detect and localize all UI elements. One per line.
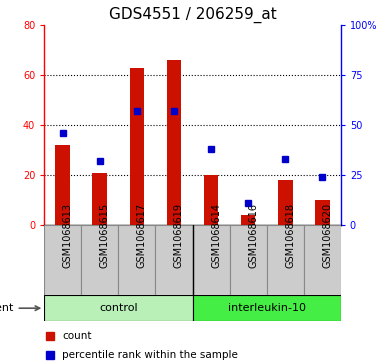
Bar xyxy=(204,175,218,225)
Bar xyxy=(156,225,192,296)
Bar xyxy=(92,173,107,225)
Bar xyxy=(241,215,256,225)
Text: control: control xyxy=(99,303,138,313)
Bar xyxy=(55,145,70,225)
Text: GSM1068615: GSM1068615 xyxy=(100,203,110,268)
Text: interleukin-10: interleukin-10 xyxy=(228,303,306,313)
Bar xyxy=(119,225,156,296)
Bar xyxy=(81,225,119,296)
Bar xyxy=(44,295,192,321)
Bar xyxy=(192,295,341,321)
Bar xyxy=(267,225,304,296)
Text: GSM1068618: GSM1068618 xyxy=(285,203,295,268)
Bar xyxy=(229,225,266,296)
Bar xyxy=(315,200,330,225)
Text: count: count xyxy=(62,331,92,341)
Bar xyxy=(278,180,293,225)
Text: GSM1068620: GSM1068620 xyxy=(322,203,332,268)
Bar xyxy=(167,60,181,225)
Text: GSM1068617: GSM1068617 xyxy=(137,203,147,268)
Text: GSM1068619: GSM1068619 xyxy=(174,203,184,268)
Bar xyxy=(44,225,81,296)
Text: GSM1068616: GSM1068616 xyxy=(248,203,258,268)
Text: GSM1068614: GSM1068614 xyxy=(211,203,221,268)
Text: agent: agent xyxy=(0,303,40,313)
Title: GDS4551 / 206259_at: GDS4551 / 206259_at xyxy=(109,7,276,23)
Text: percentile rank within the sample: percentile rank within the sample xyxy=(62,350,238,360)
Bar xyxy=(192,225,229,296)
Bar xyxy=(304,225,341,296)
Text: GSM1068613: GSM1068613 xyxy=(63,203,73,268)
Bar xyxy=(129,68,144,225)
